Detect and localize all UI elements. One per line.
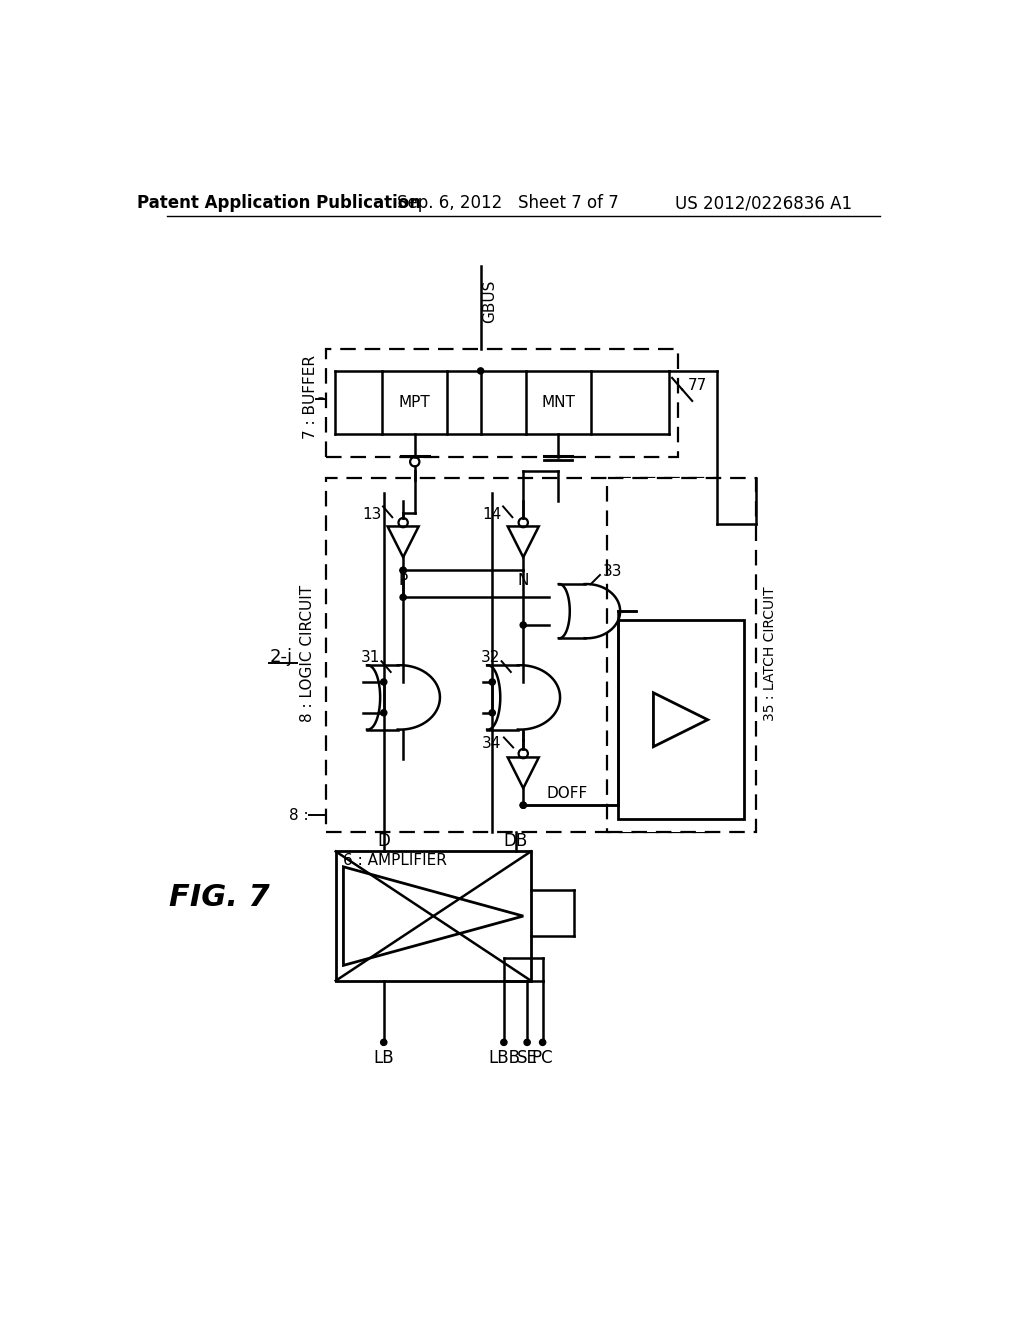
Text: 8 : LOGIC CIRCUIT: 8 : LOGIC CIRCUIT	[300, 585, 315, 722]
Text: 6 : AMPLIFIER: 6 : AMPLIFIER	[343, 853, 447, 869]
Circle shape	[520, 803, 526, 808]
Bar	[382, 371, 447, 434]
Text: Sep. 6, 2012   Sheet 7 of 7: Sep. 6, 2012 Sheet 7 of 7	[397, 194, 618, 213]
Text: MNT: MNT	[542, 395, 575, 411]
Text: 34: 34	[482, 737, 502, 751]
Text: US 2012/0226836 A1: US 2012/0226836 A1	[675, 194, 852, 213]
Bar	[326, 350, 678, 457]
Circle shape	[540, 1039, 546, 1045]
Text: LBB: LBB	[487, 1049, 520, 1067]
Circle shape	[520, 622, 526, 628]
Text: N: N	[517, 573, 529, 587]
Circle shape	[381, 678, 387, 685]
Text: D: D	[377, 832, 390, 850]
Text: GBUS: GBUS	[482, 279, 498, 322]
Bar	[617, 620, 744, 818]
Text: LB: LB	[374, 1049, 394, 1067]
Text: DB: DB	[504, 832, 527, 850]
Text: P: P	[398, 573, 408, 587]
Circle shape	[489, 710, 496, 715]
Text: MPT: MPT	[399, 395, 431, 411]
Text: 35 : LATCH CIRCUIT: 35 : LATCH CIRCUIT	[763, 586, 776, 721]
Text: 77: 77	[687, 378, 707, 393]
Bar	[336, 851, 531, 981]
Circle shape	[501, 1039, 507, 1045]
Circle shape	[524, 1039, 530, 1045]
Bar	[607, 478, 756, 832]
Circle shape	[381, 1039, 387, 1045]
Circle shape	[400, 568, 407, 573]
Circle shape	[520, 803, 526, 808]
Circle shape	[400, 568, 407, 573]
Bar	[326, 478, 717, 832]
Text: 2-j: 2-j	[270, 648, 293, 667]
Circle shape	[489, 678, 496, 685]
Text: PC: PC	[531, 1049, 553, 1067]
Text: 7 : BUFFER: 7 : BUFFER	[303, 355, 317, 440]
Circle shape	[381, 710, 387, 715]
Text: DOFF: DOFF	[547, 787, 588, 801]
Text: 13: 13	[362, 507, 381, 521]
Text: 14: 14	[482, 507, 502, 521]
Text: 8 :: 8 :	[289, 808, 308, 822]
Text: FIG. 7: FIG. 7	[169, 883, 270, 912]
Text: Patent Application Publication: Patent Application Publication	[137, 194, 421, 213]
Bar	[525, 371, 591, 434]
Circle shape	[400, 594, 407, 601]
Text: SE: SE	[517, 1049, 538, 1067]
Text: 32: 32	[480, 649, 500, 665]
Circle shape	[477, 368, 483, 374]
Text: 33: 33	[603, 564, 623, 578]
Text: 31: 31	[360, 649, 380, 665]
